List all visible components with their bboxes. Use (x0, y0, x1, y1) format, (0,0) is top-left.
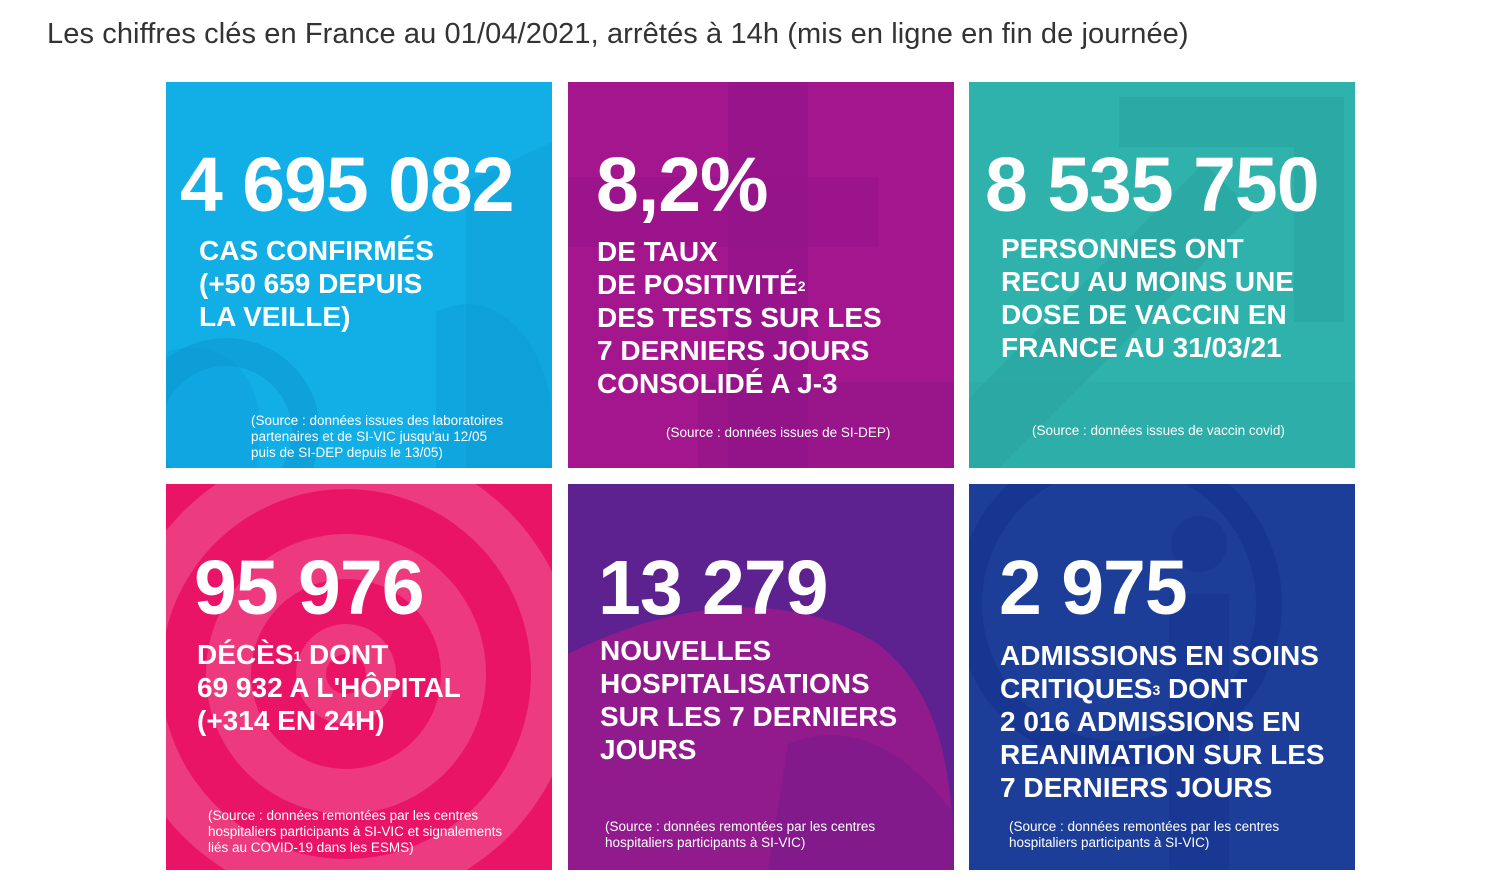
tile-background-shapes (568, 82, 954, 468)
deaths-value: 95 976 (194, 545, 425, 631)
tile-new-hospitalisations: 13 279 NOUVELLES HOSPITALISATIONS SUR LE… (568, 484, 954, 870)
critical-care-label-line: CRITIQUES3 DONT (1000, 672, 1325, 705)
footnote-marker: 2 (797, 278, 806, 294)
vaccinated-label: PERSONNES ONT RECU AU MOINS UNE DOSE DE … (1001, 232, 1294, 364)
positivity-rate-label-line: DE POSITIVITÉ2 (597, 268, 882, 301)
deaths-label-text: DONT (301, 639, 389, 670)
critical-care-label-line: ADMISSIONS EN SOINS (1000, 640, 1319, 671)
critical-care-label-line: 7 DERNIERS JOURS (1000, 772, 1273, 803)
confirmed-cases-label: CAS CONFIRMÉS (+50 659 DEPUIS LA VEILLE) (199, 234, 434, 333)
new-hospitalisations-label-line: JOURS (600, 734, 697, 765)
source-line: hospitaliers participants à SI-VIC) (1009, 835, 1210, 850)
confirmed-cases-label-line: CAS CONFIRMÉS (199, 235, 434, 266)
tile-background-shapes (969, 484, 1282, 870)
confirmed-cases-source: (Source : données issues des laboratoire… (251, 413, 503, 461)
vaccinated-source: (Source : données issues de vaccin covid… (1032, 423, 1285, 439)
vaccinated-label-line: RECU AU MOINS UNE (1001, 266, 1294, 297)
critical-care-label-text: CRITIQUES (1000, 673, 1153, 704)
vaccinated-label-line: FRANCE AU 31/03/21 (1001, 332, 1282, 363)
confirmed-cases-value: 4 695 082 (180, 142, 515, 228)
new-hospitalisations-label-line: SUR LES 7 DERNIERS (600, 701, 898, 732)
positivity-rate-label-line: DE TAUX (597, 236, 718, 267)
new-hospitalisations-label-line: HOSPITALISATIONS (600, 668, 870, 699)
positivity-rate-source: (Source : données issues de SI-DEP) (666, 425, 890, 441)
confirmed-cases-label-line: (+50 659 DEPUIS (199, 268, 423, 299)
source-line: (Source : données issues de SI-DEP) (666, 425, 891, 440)
source-line: puis de SI-DEP depuis le 13/05) (251, 445, 443, 460)
positivity-rate-label: DE TAUX DE POSITIVITÉ2 DES TESTS SUR LES… (597, 235, 882, 400)
tile-background-shapes (166, 142, 552, 468)
source-line: liés au COVID-19 dans les ESMS) (208, 840, 414, 855)
tile-critical-care: 2 975 ADMISSIONS EN SOINS CRITIQUES3 DON… (969, 484, 1355, 870)
tile-vaccinated: 8 535 750 PERSONNES ONT RECU AU MOINS UN… (969, 82, 1355, 468)
vaccinated-value: 8 535 750 (985, 142, 1320, 228)
positivity-rate-label-line: 7 DERNIERS JOURS (597, 335, 870, 366)
critical-care-source: (Source : données remontées par les cent… (1009, 819, 1279, 851)
new-hospitalisations-label: NOUVELLES HOSPITALISATIONS SUR LES 7 DER… (600, 634, 897, 766)
footnote-marker: 3 (1152, 682, 1161, 698)
source-line: hospitaliers participants à SI-VIC et si… (208, 824, 503, 839)
vaccinated-label-line: DOSE DE VACCIN EN (1001, 299, 1287, 330)
positivity-rate-label-text: DE POSITIVITÉ (597, 269, 798, 300)
deaths-source: (Source : données remontées par les cent… (208, 808, 502, 856)
confirmed-cases-label-line: LA VEILLE) (199, 301, 351, 332)
deaths-label: DÉCÈS1 DONT 69 932 A L'HÔPITAL (+314 EN … (197, 638, 461, 737)
deaths-label-text: DÉCÈS (197, 639, 294, 670)
page-title: Les chiffres clés en France au 01/04/202… (47, 18, 1189, 50)
critical-care-label: ADMISSIONS EN SOINS CRITIQUES3 DONT 2 01… (1000, 639, 1325, 804)
positivity-rate-label-line: CONSOLIDÉ A J-3 (597, 368, 838, 399)
new-hospitalisations-label-line: NOUVELLES (600, 635, 772, 666)
source-line: (Source : données issues des laboratoire… (251, 413, 504, 428)
deaths-label-line: DÉCÈS1 DONT (197, 638, 461, 671)
source-line: (Source : données remontées par les cent… (1009, 819, 1280, 834)
tile-confirmed-cases: 4 695 082 CAS CONFIRMÉS (+50 659 DEPUIS … (166, 82, 552, 468)
critical-care-label-line: REANIMATION SUR LES (1000, 739, 1325, 770)
new-hospitalisations-value: 13 279 (598, 545, 829, 631)
new-hospitalisations-source: (Source : données remontées par les cent… (605, 819, 875, 851)
tile-background-shapes (969, 97, 1355, 468)
positivity-rate-label-line: DES TESTS SUR LES (597, 302, 882, 333)
footnote-marker: 1 (293, 648, 302, 664)
vaccinated-label-line: PERSONNES ONT (1001, 233, 1244, 264)
critical-care-label-line: 2 016 ADMISSIONS EN (1000, 706, 1301, 737)
tile-background-shapes (568, 607, 954, 870)
critical-care-label-text: DONT (1160, 673, 1248, 704)
deaths-label-line: (+314 EN 24H) (197, 705, 385, 736)
tile-positivity-rate: 8,2% DE TAUX DE POSITIVITÉ2 DES TESTS SU… (568, 82, 954, 468)
source-line: hospitaliers participants à SI-VIC) (605, 835, 806, 850)
critical-care-value: 2 975 (999, 545, 1188, 631)
tile-background-shapes (166, 484, 552, 870)
source-line: (Source : données remontées par les cent… (208, 808, 479, 823)
source-line: (Source : données issues de vaccin covid… (1032, 423, 1285, 438)
source-line: partenaires et de SI-VIC jusqu'au 12/05 (251, 429, 487, 444)
source-line: (Source : données remontées par les cent… (605, 819, 876, 834)
deaths-label-line: 69 932 A L'HÔPITAL (197, 672, 461, 703)
tile-deaths: 95 976 DÉCÈS1 DONT 69 932 A L'HÔPITAL (+… (166, 484, 552, 870)
positivity-rate-value: 8,2% (596, 142, 769, 228)
